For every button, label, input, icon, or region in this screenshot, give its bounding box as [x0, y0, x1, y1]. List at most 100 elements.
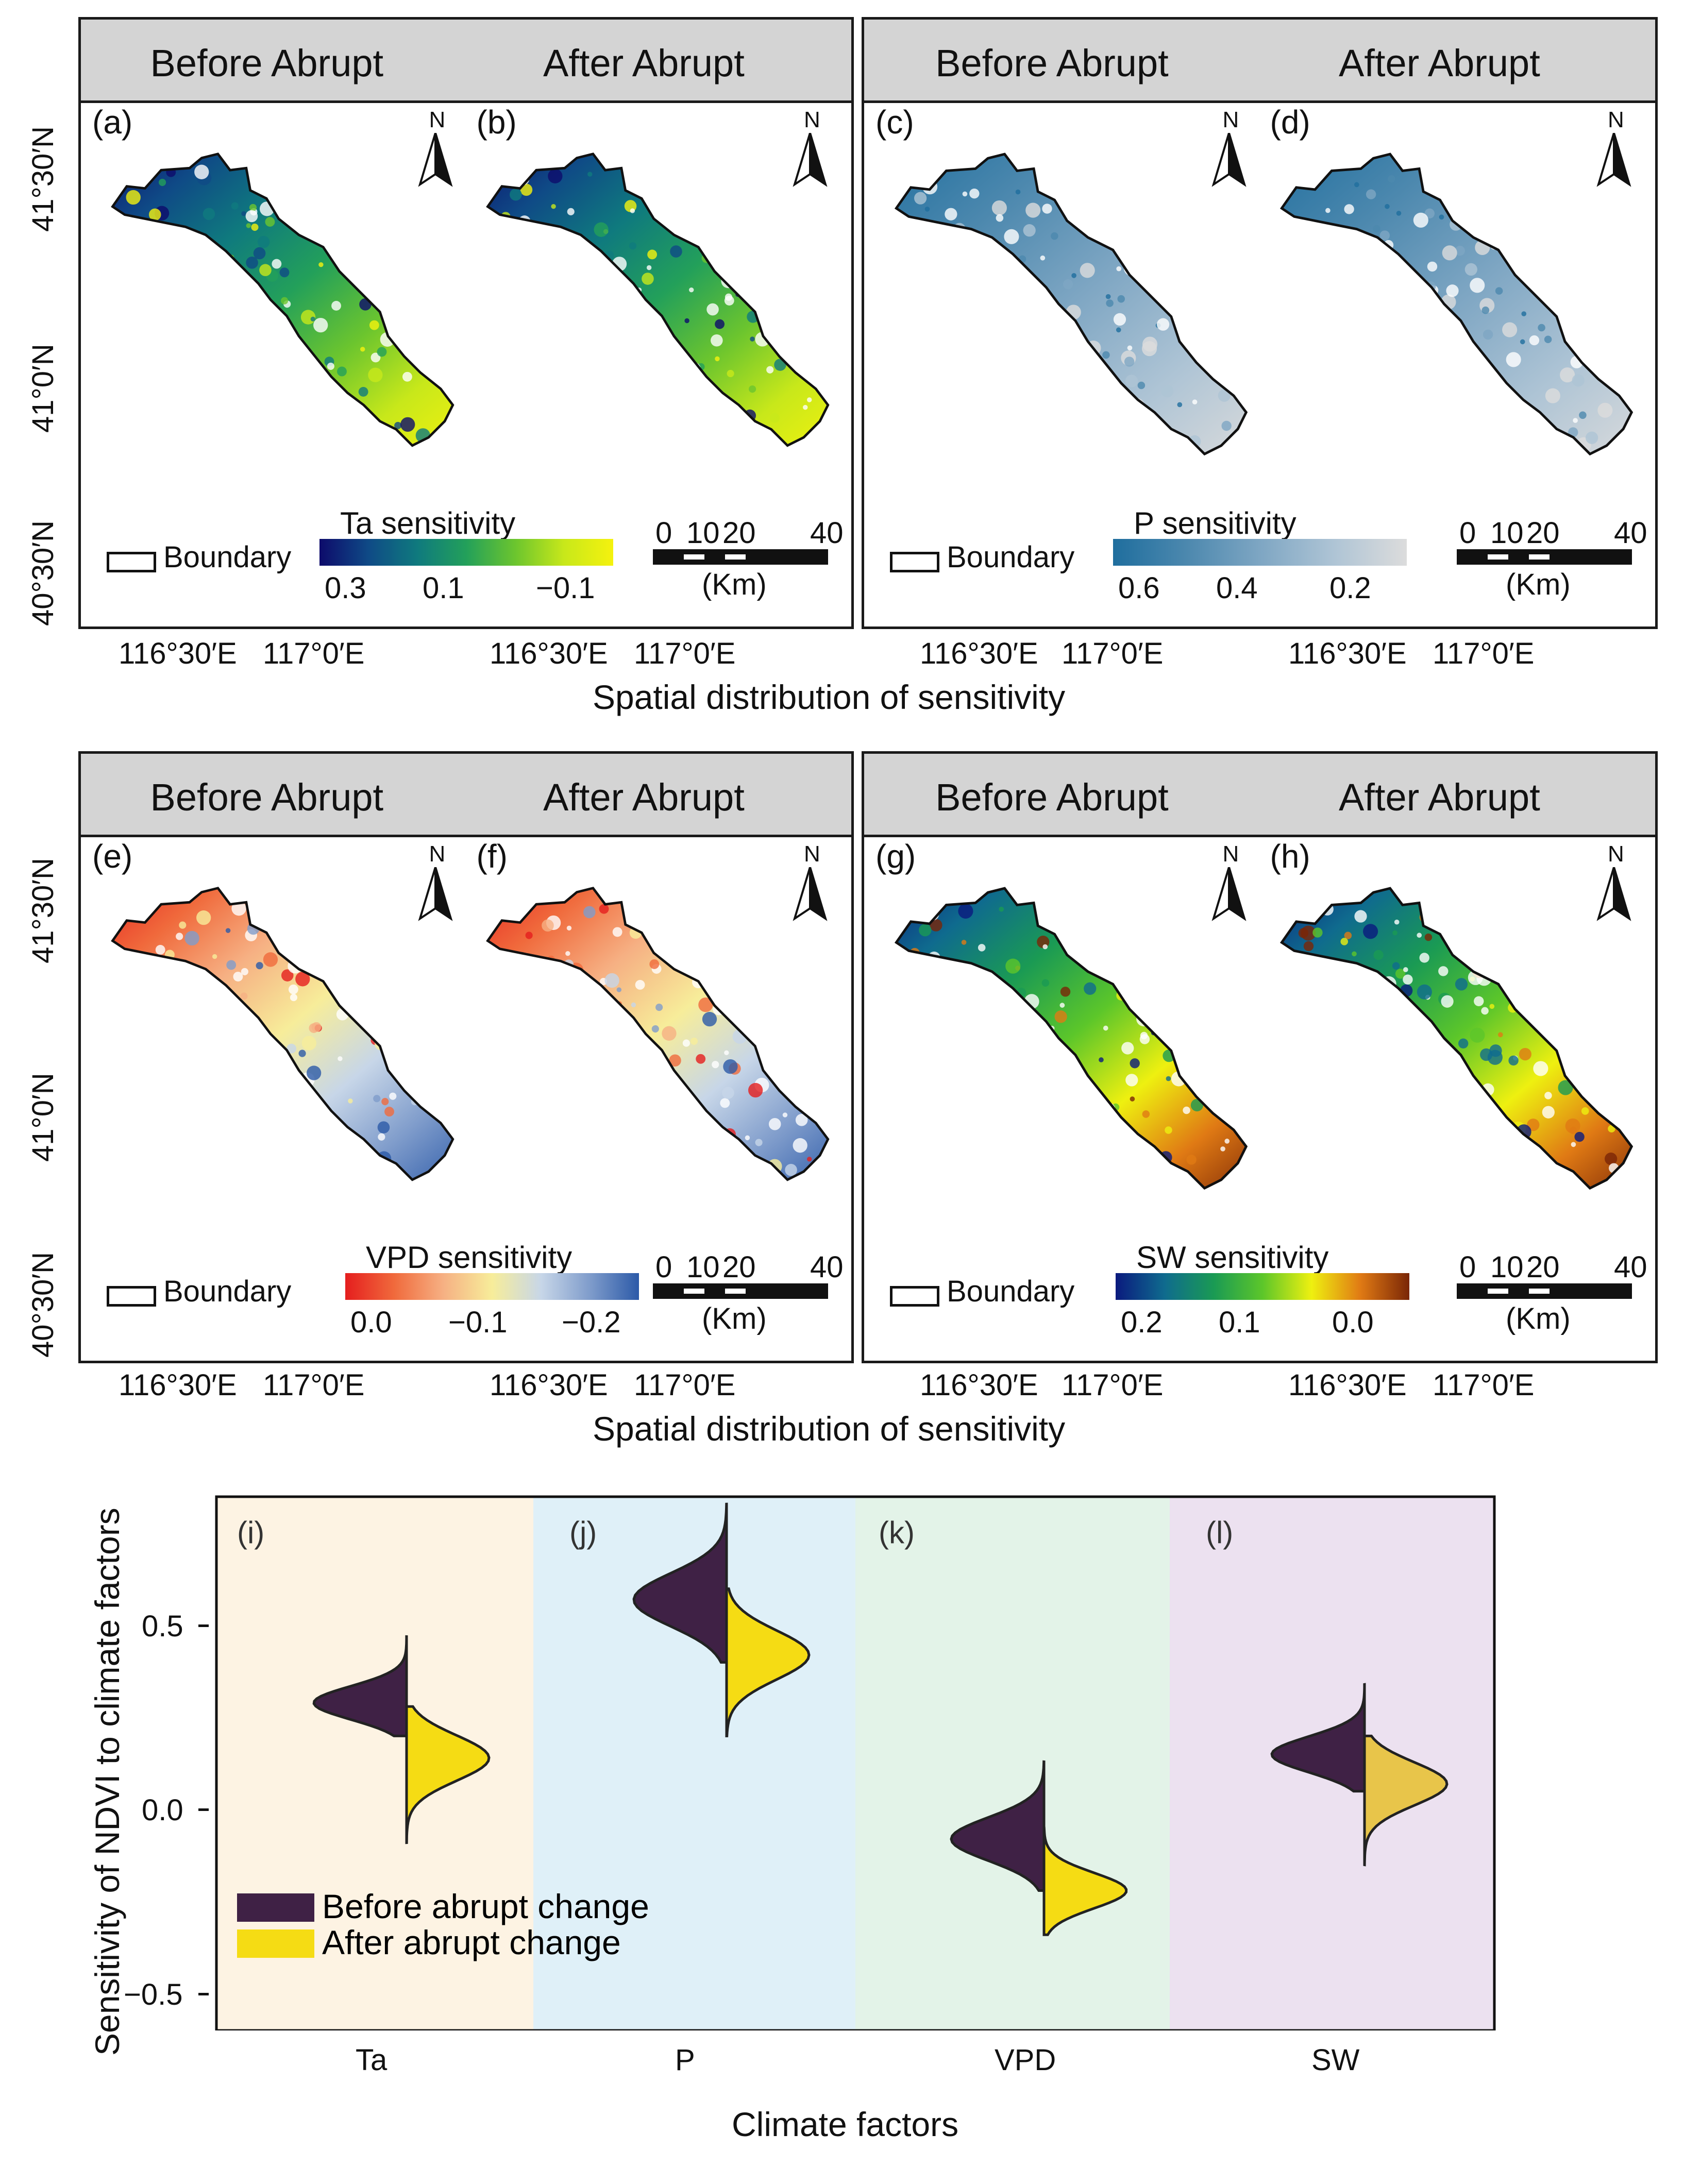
panel-header: Before Abrupt After Abrupt: [864, 754, 1655, 837]
lon-label: 117°0′E: [263, 1368, 365, 1402]
plot-frame: [215, 1495, 1496, 2030]
after-abrupt-label: After Abrupt: [543, 42, 745, 84]
subpanel-label: (e): [92, 838, 133, 875]
violin-after: [1042, 1826, 1128, 1936]
lat-label: 41°30′N: [26, 858, 60, 963]
colorbar-tick: −0.2: [562, 1306, 621, 1339]
colorbar-title: P sensitivity: [1134, 506, 1296, 540]
violin-after: [725, 1587, 811, 1737]
colorbar-tick: 0.6: [1118, 571, 1160, 605]
lon-label: 116°30′E: [119, 637, 237, 670]
factor-band: [855, 1497, 1170, 2030]
sensitivity-map-before: [96, 872, 461, 1199]
north-arrow-icon: N: [789, 107, 831, 190]
lon-label: 117°0′E: [263, 637, 365, 670]
violin-before: [632, 1502, 728, 1664]
lon-label: 117°0′E: [1062, 1368, 1164, 1402]
sensitivity-map-after: [471, 138, 836, 465]
north-arrow-icon: N: [415, 107, 456, 190]
lat-label: 41°0′N: [26, 1073, 60, 1162]
boundary-legend-swatch: [107, 1286, 156, 1307]
north-arrow-icon: N: [1593, 107, 1635, 190]
boundary-legend-label: Boundary: [947, 1275, 1075, 1308]
violin-panel-label: (l): [1206, 1515, 1233, 1550]
sensitivity-map-before: [96, 138, 461, 465]
violin-before: [950, 1760, 1046, 1892]
violin-panel-label: (k): [879, 1515, 915, 1550]
after-abrupt-label: After Abrupt: [1339, 42, 1540, 84]
violin-after: [1363, 1734, 1449, 1867]
y-tick-mark: [198, 1808, 209, 1811]
x-tick-label: P: [675, 2043, 695, 2077]
panel-header: Before Abrupt After Abrupt: [864, 20, 1655, 103]
scale-tick: 40: [1614, 516, 1647, 550]
subpanel-label: (f): [476, 838, 508, 875]
scale-tick: 40: [810, 516, 844, 550]
colorbar-tick: 0.2: [1121, 1306, 1163, 1339]
north-arrow-icon: N: [1208, 841, 1250, 924]
north-arrow-icon: N: [415, 841, 456, 924]
legend-swatch-after: [237, 1929, 314, 1958]
scale-tick: 0: [655, 1250, 672, 1284]
panel-header: Before Abrupt After Abrupt: [81, 20, 851, 103]
sensitivity-map-after: [471, 872, 836, 1199]
scale-unit: (Km): [702, 568, 767, 601]
colorbar-tick: 0.3: [325, 571, 366, 605]
x-tick-label: VPD: [995, 2043, 1056, 2077]
scale-tick: 40: [810, 1250, 844, 1284]
before-abrupt-label: Before Abrupt: [935, 42, 1169, 84]
lon-label: 116°30′E: [920, 1368, 1038, 1402]
violin-before: [1270, 1683, 1366, 1793]
x-tick-label: Ta: [356, 2043, 388, 2077]
scale-bar: [653, 549, 828, 565]
after-abrupt-label: After Abrupt: [1339, 776, 1540, 819]
colorbar: [345, 1273, 639, 1300]
subpanel-label: (a): [92, 104, 133, 141]
after-abrupt-label: After Abrupt: [543, 776, 745, 819]
sensitivity-map-after: [1265, 138, 1640, 474]
lon-label: 116°30′E: [1288, 637, 1407, 670]
x-tick-label: SW: [1311, 2043, 1360, 2077]
scale-bar: [653, 1283, 828, 1299]
scale-tick: 10: [686, 516, 720, 550]
lon-label: 117°0′E: [1433, 637, 1535, 670]
scale-tick: 10: [1490, 516, 1524, 550]
colorbar-tick: −0.1: [536, 571, 595, 605]
scale-tick: 0: [1459, 516, 1476, 550]
legend-label-before: Before abrupt change: [322, 1887, 649, 1925]
colorbar: [1113, 539, 1407, 566]
colorbar: [1116, 1273, 1409, 1300]
subpanel-label: (d): [1270, 104, 1310, 141]
lon-label: 116°30′E: [920, 637, 1038, 670]
boundary-legend-swatch: [890, 1286, 939, 1307]
x-axis-title: Spatial distribution of sensitivity: [593, 678, 1066, 716]
colorbar-tick: 0.1: [423, 571, 464, 605]
north-arrow-icon: N: [789, 841, 831, 924]
violin-panel-label: (j): [569, 1515, 597, 1550]
map-panel-bottom-left: Before Abrupt After Abrupt (e) (f) N N: [78, 751, 854, 1363]
sensitivity-map-before: [880, 138, 1255, 474]
scale-bar: [1457, 1283, 1632, 1299]
y-tick-label: 0.5: [142, 1610, 183, 1644]
boundary-legend-label: Boundary: [947, 540, 1075, 574]
lon-label: 116°30′E: [490, 637, 608, 670]
subpanel-label: (h): [1270, 838, 1310, 875]
colorbar-title: VPD sensitivity: [366, 1240, 572, 1275]
lon-label: 116°30′E: [490, 1368, 608, 1402]
sensitivity-map-after: [1265, 872, 1640, 1208]
lat-label: 40°30′N: [26, 520, 60, 626]
boundary-legend-swatch: [890, 552, 939, 572]
colorbar-tick: 0.2: [1329, 571, 1371, 605]
y-tick-label: 0.0: [142, 1793, 183, 1827]
scale-tick: 40: [1614, 1250, 1647, 1284]
lon-label: 117°0′E: [634, 637, 736, 670]
lon-label: 117°0′E: [1433, 1368, 1535, 1402]
lon-label: 117°0′E: [1062, 637, 1164, 670]
colorbar-tick: 0.4: [1216, 571, 1258, 605]
colorbar-title: Ta sensitivity: [340, 506, 516, 540]
y-tick-mark: [198, 1624, 209, 1628]
colorbar-title: SW sensitivity: [1136, 1240, 1329, 1275]
lat-label: 41°0′N: [26, 344, 60, 433]
boundary-legend-label: Boundary: [163, 540, 292, 574]
